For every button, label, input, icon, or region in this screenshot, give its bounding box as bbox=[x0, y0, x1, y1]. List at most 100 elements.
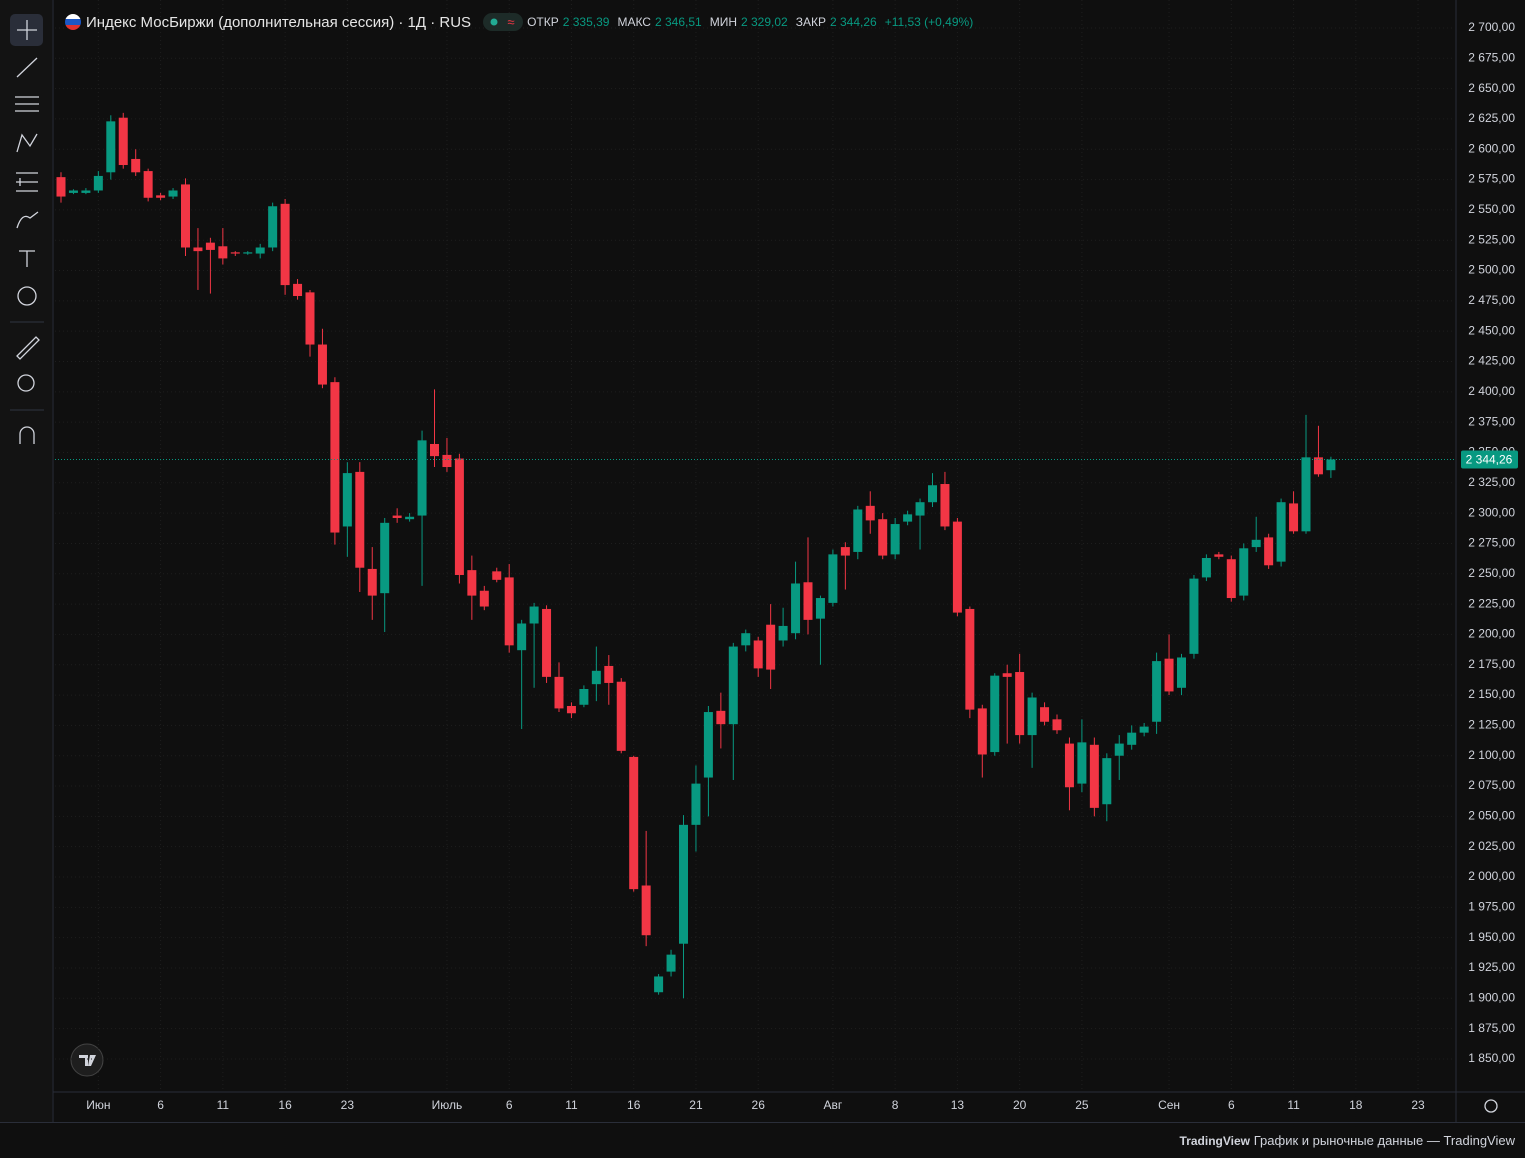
candle-body bbox=[1214, 554, 1224, 557]
y-tick-label: 2 375,00 bbox=[1468, 414, 1515, 428]
candle-body bbox=[928, 485, 937, 503]
candle-body bbox=[467, 570, 477, 596]
candle-body bbox=[554, 676, 564, 709]
x-tick-label: 13 bbox=[951, 1098, 965, 1112]
y-tick-label: 2 000,00 bbox=[1468, 869, 1515, 883]
symbol-title: Индекс МосБиржи (дополнительная сессия) … bbox=[86, 13, 472, 31]
candle-body bbox=[1189, 578, 1199, 654]
candle-body bbox=[380, 522, 390, 594]
candle-body bbox=[156, 195, 166, 198]
candle-body bbox=[1313, 457, 1323, 475]
candle-body bbox=[542, 608, 552, 677]
candle-body bbox=[106, 121, 116, 173]
y-tick-label: 2 325,00 bbox=[1468, 475, 1515, 489]
candle-body bbox=[1301, 457, 1311, 532]
tool-trendline[interactable] bbox=[16, 57, 38, 78]
footer-text: График и рыночные данные — TradingView bbox=[1253, 1133, 1515, 1148]
y-tick-label: 2 525,00 bbox=[1468, 232, 1515, 246]
y-tick-label: 2 300,00 bbox=[1468, 505, 1515, 519]
tool-emoji[interactable] bbox=[17, 286, 37, 306]
candle-body bbox=[878, 519, 888, 556]
candle-body bbox=[317, 344, 327, 385]
settings-icon[interactable] bbox=[1484, 1099, 1498, 1113]
footer-logo: TradingView bbox=[1179, 1134, 1250, 1148]
tool-fib[interactable] bbox=[15, 96, 39, 112]
y-tick-label: 1 900,00 bbox=[1468, 990, 1515, 1004]
candle-body bbox=[641, 885, 651, 936]
candle-body bbox=[703, 712, 713, 778]
candle-body bbox=[741, 633, 751, 646]
candle-body bbox=[1164, 658, 1174, 692]
x-tick-label: 23 bbox=[1411, 1098, 1425, 1112]
candle-body bbox=[1077, 742, 1087, 784]
candle-body bbox=[181, 184, 190, 248]
candle-body bbox=[1015, 672, 1025, 736]
candle-body bbox=[430, 443, 439, 457]
candle-body bbox=[1027, 697, 1037, 736]
candle-body bbox=[442, 454, 452, 468]
candle-body bbox=[1040, 707, 1050, 722]
y-tick-label: 2 500,00 bbox=[1468, 263, 1515, 277]
y-tick-label: 1 875,00 bbox=[1468, 1021, 1515, 1035]
close-label: ЗАКР bbox=[795, 15, 826, 29]
tool-text[interactable] bbox=[19, 250, 35, 267]
y-tick-label: 1 925,00 bbox=[1468, 960, 1515, 974]
chart: 1 850,00 1 875,00 1 900,00 1 925,00 1 950,00… bbox=[0, 0, 1525, 1122]
tool-magnet[interactable] bbox=[19, 426, 35, 444]
candle-body bbox=[131, 158, 141, 173]
x-tick-label: 11 bbox=[217, 1098, 230, 1112]
candle-body bbox=[1177, 657, 1186, 688]
candle-body bbox=[815, 598, 825, 619]
change-value: +11,53 (+0,49%) bbox=[884, 15, 974, 29]
candle-body bbox=[965, 608, 975, 710]
tool-ruler[interactable] bbox=[16, 336, 40, 360]
open-label: ОТКР bbox=[527, 15, 559, 29]
low-value: 2 329,02 bbox=[741, 15, 788, 29]
background bbox=[0, 0, 1525, 1122]
candle-body bbox=[492, 571, 502, 580]
y-tick-label: 2 550,00 bbox=[1468, 202, 1515, 216]
candle-body bbox=[566, 705, 576, 714]
svg-text:≈: ≈ bbox=[507, 14, 514, 29]
x-tick-label: 20 bbox=[1013, 1098, 1027, 1112]
y-tick-label: 2 075,00 bbox=[1468, 778, 1515, 792]
tool-brush[interactable] bbox=[16, 211, 39, 229]
candle-body bbox=[728, 646, 738, 725]
candle-body bbox=[118, 117, 128, 166]
candle-body bbox=[579, 689, 589, 705]
candle-body bbox=[193, 247, 203, 252]
candle-body bbox=[940, 484, 950, 527]
candle-body bbox=[268, 206, 278, 248]
candle-body bbox=[68, 190, 78, 193]
candle-body bbox=[915, 502, 925, 516]
y-tick-label: 2 225,00 bbox=[1468, 596, 1515, 610]
tool-zoom[interactable] bbox=[17, 374, 35, 392]
high-value: 2 346,51 bbox=[654, 15, 702, 29]
candle-body bbox=[1152, 661, 1162, 722]
y-tick-label: 2 625,00 bbox=[1468, 111, 1515, 125]
candle-body bbox=[990, 675, 1000, 753]
candle-body bbox=[1089, 744, 1099, 808]
candle-body bbox=[305, 292, 315, 345]
close-value: 2 344,26 bbox=[829, 15, 877, 29]
high-label: МАКС bbox=[617, 15, 651, 29]
y-tick-label: 2 425,00 bbox=[1468, 354, 1515, 368]
candle-body bbox=[654, 976, 664, 993]
candle-body bbox=[853, 509, 863, 552]
candle-body bbox=[417, 440, 427, 516]
x-tick-label: 16 bbox=[278, 1098, 292, 1112]
candle-body bbox=[1102, 758, 1112, 805]
candle-body bbox=[1289, 503, 1299, 532]
candle-body bbox=[255, 247, 265, 254]
tool-crosshair[interactable] bbox=[17, 20, 37, 40]
tool-forecast[interactable] bbox=[16, 172, 38, 192]
tool-pattern[interactable] bbox=[16, 133, 38, 153]
candle-body bbox=[629, 756, 639, 890]
candle-body bbox=[828, 554, 838, 603]
x-tick-label: 23 bbox=[341, 1098, 355, 1112]
x-tick-label: 11 bbox=[565, 1098, 578, 1112]
y-tick-label: 1 975,00 bbox=[1468, 900, 1515, 914]
candle-body bbox=[56, 177, 66, 197]
y-tick-label: 2 700,00 bbox=[1468, 20, 1515, 34]
candle-body bbox=[293, 283, 303, 297]
